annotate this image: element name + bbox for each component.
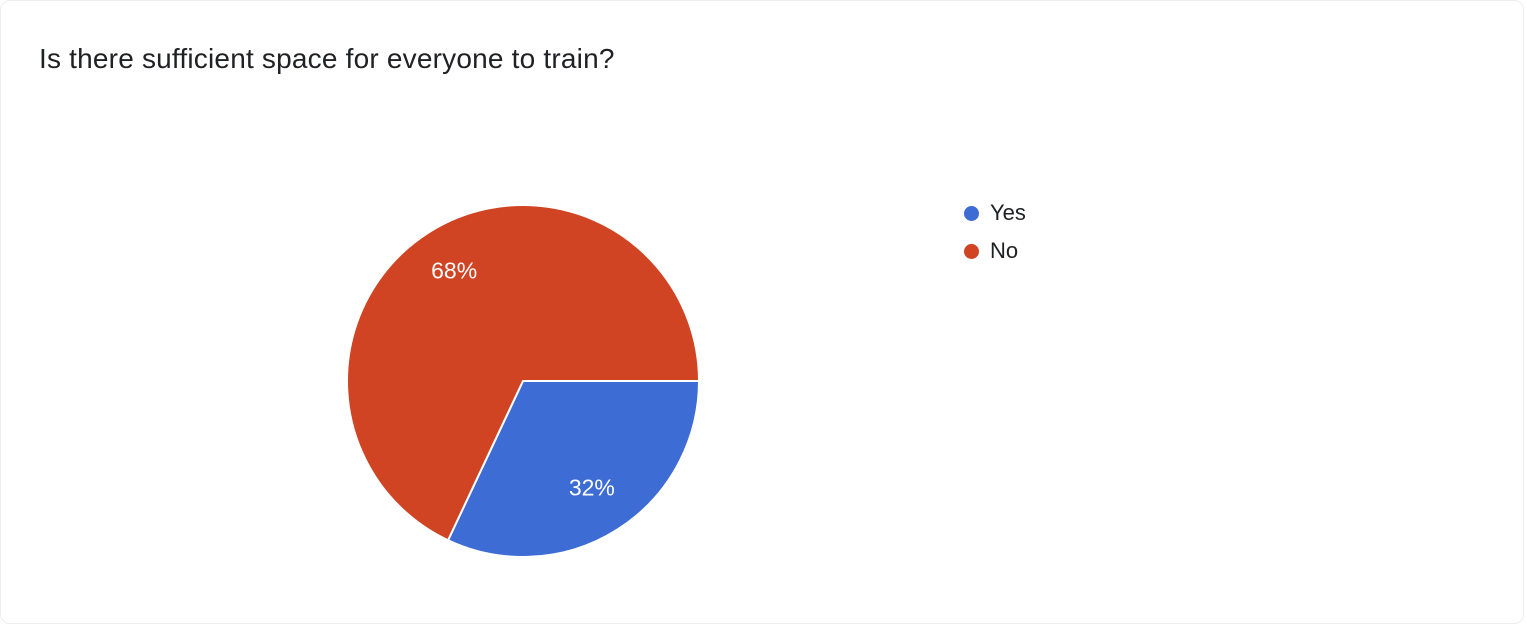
chart-title: Is there sufficient space for everyone t…	[39, 43, 615, 74]
pie-slice-no[interactable]	[346, 204, 700, 542]
pie-slice-label-yes: 32%	[569, 475, 615, 501]
legend-item-yes: Yes	[964, 200, 1026, 226]
pie-slice-label-no: 68%	[431, 258, 477, 284]
legend-label: No	[990, 238, 1019, 263]
legend-swatch-icon	[964, 205, 979, 221]
chart-legend: Yes No	[964, 200, 1026, 276]
legend-label: Yes	[990, 200, 1026, 225]
pie-slice-yes[interactable]	[447, 380, 700, 558]
pie-chart: 32% 68%	[346, 204, 700, 558]
legend-item-no: No	[964, 238, 1026, 264]
legend-swatch-icon	[964, 243, 979, 259]
